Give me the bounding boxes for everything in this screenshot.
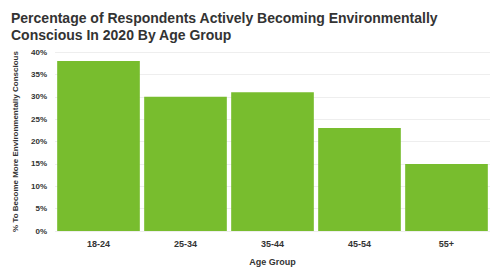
svg-text:18-24: 18-24 [87,239,110,249]
svg-text:25-34: 25-34 [174,239,197,249]
svg-text:% To Become More Environmental: % To Become More Environmentally Conscio… [11,51,20,232]
svg-text:5%: 5% [35,204,47,213]
svg-text:20%: 20% [31,137,47,146]
svg-text:35%: 35% [31,70,47,79]
svg-text:40%: 40% [31,48,47,57]
svg-text:Conscious In 2020 By Age Group: Conscious In 2020 By Age Group [11,27,231,43]
svg-text:Percentage of Respondents Acti: Percentage of Respondents Actively Becom… [11,10,441,26]
svg-text:10%: 10% [31,182,47,191]
svg-text:55+: 55+ [439,239,454,249]
svg-text:45-54: 45-54 [348,239,371,249]
svg-text:35-44: 35-44 [261,239,284,249]
svg-text:30%: 30% [31,92,47,101]
svg-text:25%: 25% [31,115,47,124]
svg-text:0%: 0% [35,227,47,236]
svg-text:15%: 15% [31,159,47,168]
svg-text:Age Group: Age Group [249,257,296,267]
